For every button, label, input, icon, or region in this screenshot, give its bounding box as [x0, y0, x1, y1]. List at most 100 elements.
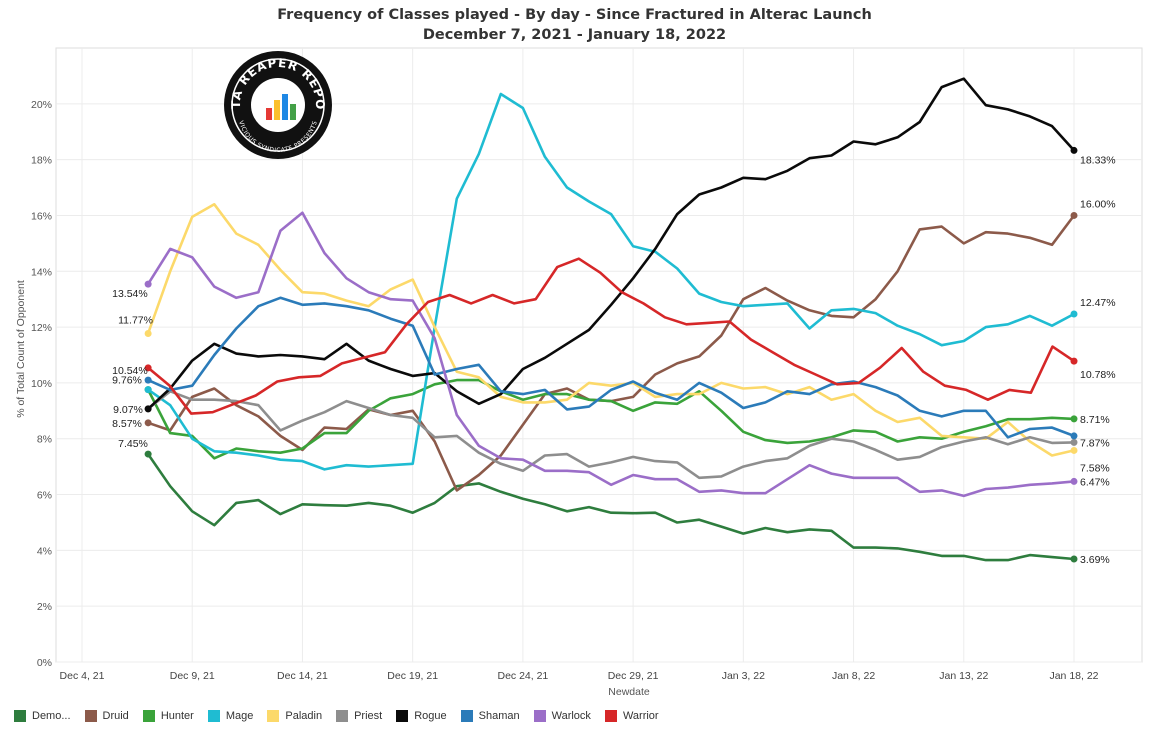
chart-grid [55, 47, 1143, 663]
legend-item: Paladin [267, 710, 322, 722]
chart-subtitle: December 7, 2021 - January 18, 2022 [422, 27, 727, 43]
y-tick-label: 20% [31, 99, 52, 111]
legend-swatch [207, 710, 220, 722]
chart-title: Frequency of Classes played - By day - S… [277, 7, 872, 23]
legend-item: Warlock [533, 710, 591, 722]
y-tick-label: 16% [31, 210, 52, 222]
series-end-point [1070, 477, 1078, 485]
series-end-point [1070, 438, 1078, 446]
y-tick-label: 6% [37, 490, 52, 502]
x-tick-label: Dec 14, 21 [277, 670, 328, 682]
end-value-label: 3.69% [1080, 554, 1110, 566]
start-value-label: 9.07% [113, 404, 143, 416]
legend-swatch [142, 710, 155, 722]
series-line-warrior [147, 257, 1075, 415]
end-value-label: 8.71% [1080, 414, 1110, 426]
chart-data-labels: 3.69% 7.45% 16.00% 8.57% 8.71% 12.47% 7.58% 11.… [112, 154, 1115, 566]
x-tick-label: Dec 4, 21 [60, 670, 105, 682]
y-tick-label: 18% [31, 155, 52, 167]
series-line-priest [147, 390, 1075, 480]
legend-item: Mage [207, 710, 254, 722]
legend-swatch [604, 710, 617, 722]
series-end-point [1070, 357, 1078, 365]
x-tick-label: Jan 13, 22 [939, 670, 988, 682]
legend-item: Demo... [14, 710, 71, 722]
legend-swatch [336, 710, 349, 722]
legend-item: Warrior [604, 710, 659, 722]
series-start-point [144, 419, 152, 427]
chart-legend: Demo... Druid Hunter Mage Paladin Priest Rogue… [14, 710, 673, 722]
series-line-shaman [147, 296, 1075, 439]
x-tick-label: Jan 8, 22 [832, 670, 875, 682]
legend-swatch [267, 710, 280, 722]
y-tick-label: 8% [37, 434, 52, 446]
legend-swatch [84, 710, 97, 722]
series-end-point [1070, 555, 1078, 563]
series-end-point [1070, 446, 1078, 454]
data-reaper-report-logo: DATA REAPER REPORT VICIOUS SYNDICATE PRE… [0, 0, 332, 159]
x-tick-label: Jan 18, 22 [1049, 670, 1098, 682]
series-start-point [144, 386, 152, 394]
x-tick-label: Jan 3, 22 [722, 670, 765, 682]
end-value-label: 7.87% [1080, 437, 1110, 449]
legend-item: Shaman [460, 710, 520, 722]
legend-label: Druid [102, 710, 129, 722]
series-end-point [1070, 432, 1078, 440]
series-end-point [1070, 211, 1078, 219]
start-value-label: 10.54% [112, 365, 148, 377]
legend-item: Priest [336, 710, 382, 722]
legend-swatch [533, 710, 546, 722]
start-value-label: 9.76% [112, 375, 142, 387]
series-end-point [1070, 310, 1078, 318]
y-axis-label: % of Total Count of Opponent [15, 280, 27, 418]
end-value-label: 12.47% [1080, 297, 1116, 309]
legend-label: Paladin [285, 710, 323, 722]
legend-label: Priest [354, 710, 383, 722]
start-value-label: 11.77% [118, 315, 153, 327]
series-end-point [1070, 415, 1078, 423]
legend-label: Warlock [551, 710, 591, 722]
plot-frame [55, 47, 1143, 663]
legend-label: Warrior [622, 710, 659, 722]
legend-label: Mage [225, 710, 254, 722]
series-line-demo [147, 453, 1075, 562]
series-line-mage [147, 92, 1075, 471]
legend-swatch [14, 710, 26, 722]
legend-swatch [396, 710, 409, 722]
y-tick-label: 0% [37, 657, 52, 669]
legend-item: Druid [84, 710, 129, 722]
series-end-point [1070, 146, 1078, 154]
series-line-hunter [146, 378, 1075, 460]
end-value-label: 7.58% [1080, 462, 1110, 474]
start-value-label: 8.57% [112, 418, 142, 430]
series-start-point [144, 364, 152, 372]
x-tick-label: Dec 24, 21 [497, 670, 548, 682]
y-tick-label: 2% [37, 601, 52, 613]
end-value-label: 10.78% [1080, 369, 1116, 381]
x-tick-label: Dec 19, 21 [387, 670, 438, 682]
end-value-label: 18.33% [1080, 154, 1116, 166]
series-line-paladin [146, 203, 1075, 457]
start-value-label: 7.45% [118, 438, 148, 450]
series-start-point [144, 330, 152, 338]
series-start-point [144, 280, 152, 288]
series-line-rogue [147, 77, 1075, 410]
y-tick-label: 10% [31, 378, 52, 390]
y-tick-label: 14% [31, 266, 52, 278]
legend-swatch [460, 710, 473, 722]
legend-item: Rogue [396, 710, 447, 722]
start-value-label: 13.54% [112, 288, 148, 300]
y-tick-label: 4% [37, 545, 52, 557]
x-tick-label: Dec 29, 21 [608, 670, 659, 682]
series-start-point [144, 405, 152, 413]
series-start-point [144, 376, 152, 384]
x-tick-label: Dec 9, 21 [170, 670, 215, 682]
x-axis-label: Newdate [608, 686, 650, 698]
legend-label: Hunter [160, 710, 194, 722]
end-value-label: 16.00% [1080, 198, 1116, 210]
chart-series [144, 77, 1078, 563]
end-value-label: 6.47% [1080, 476, 1110, 488]
series-start-point [144, 450, 152, 458]
legend-label: Rogue [414, 710, 447, 722]
